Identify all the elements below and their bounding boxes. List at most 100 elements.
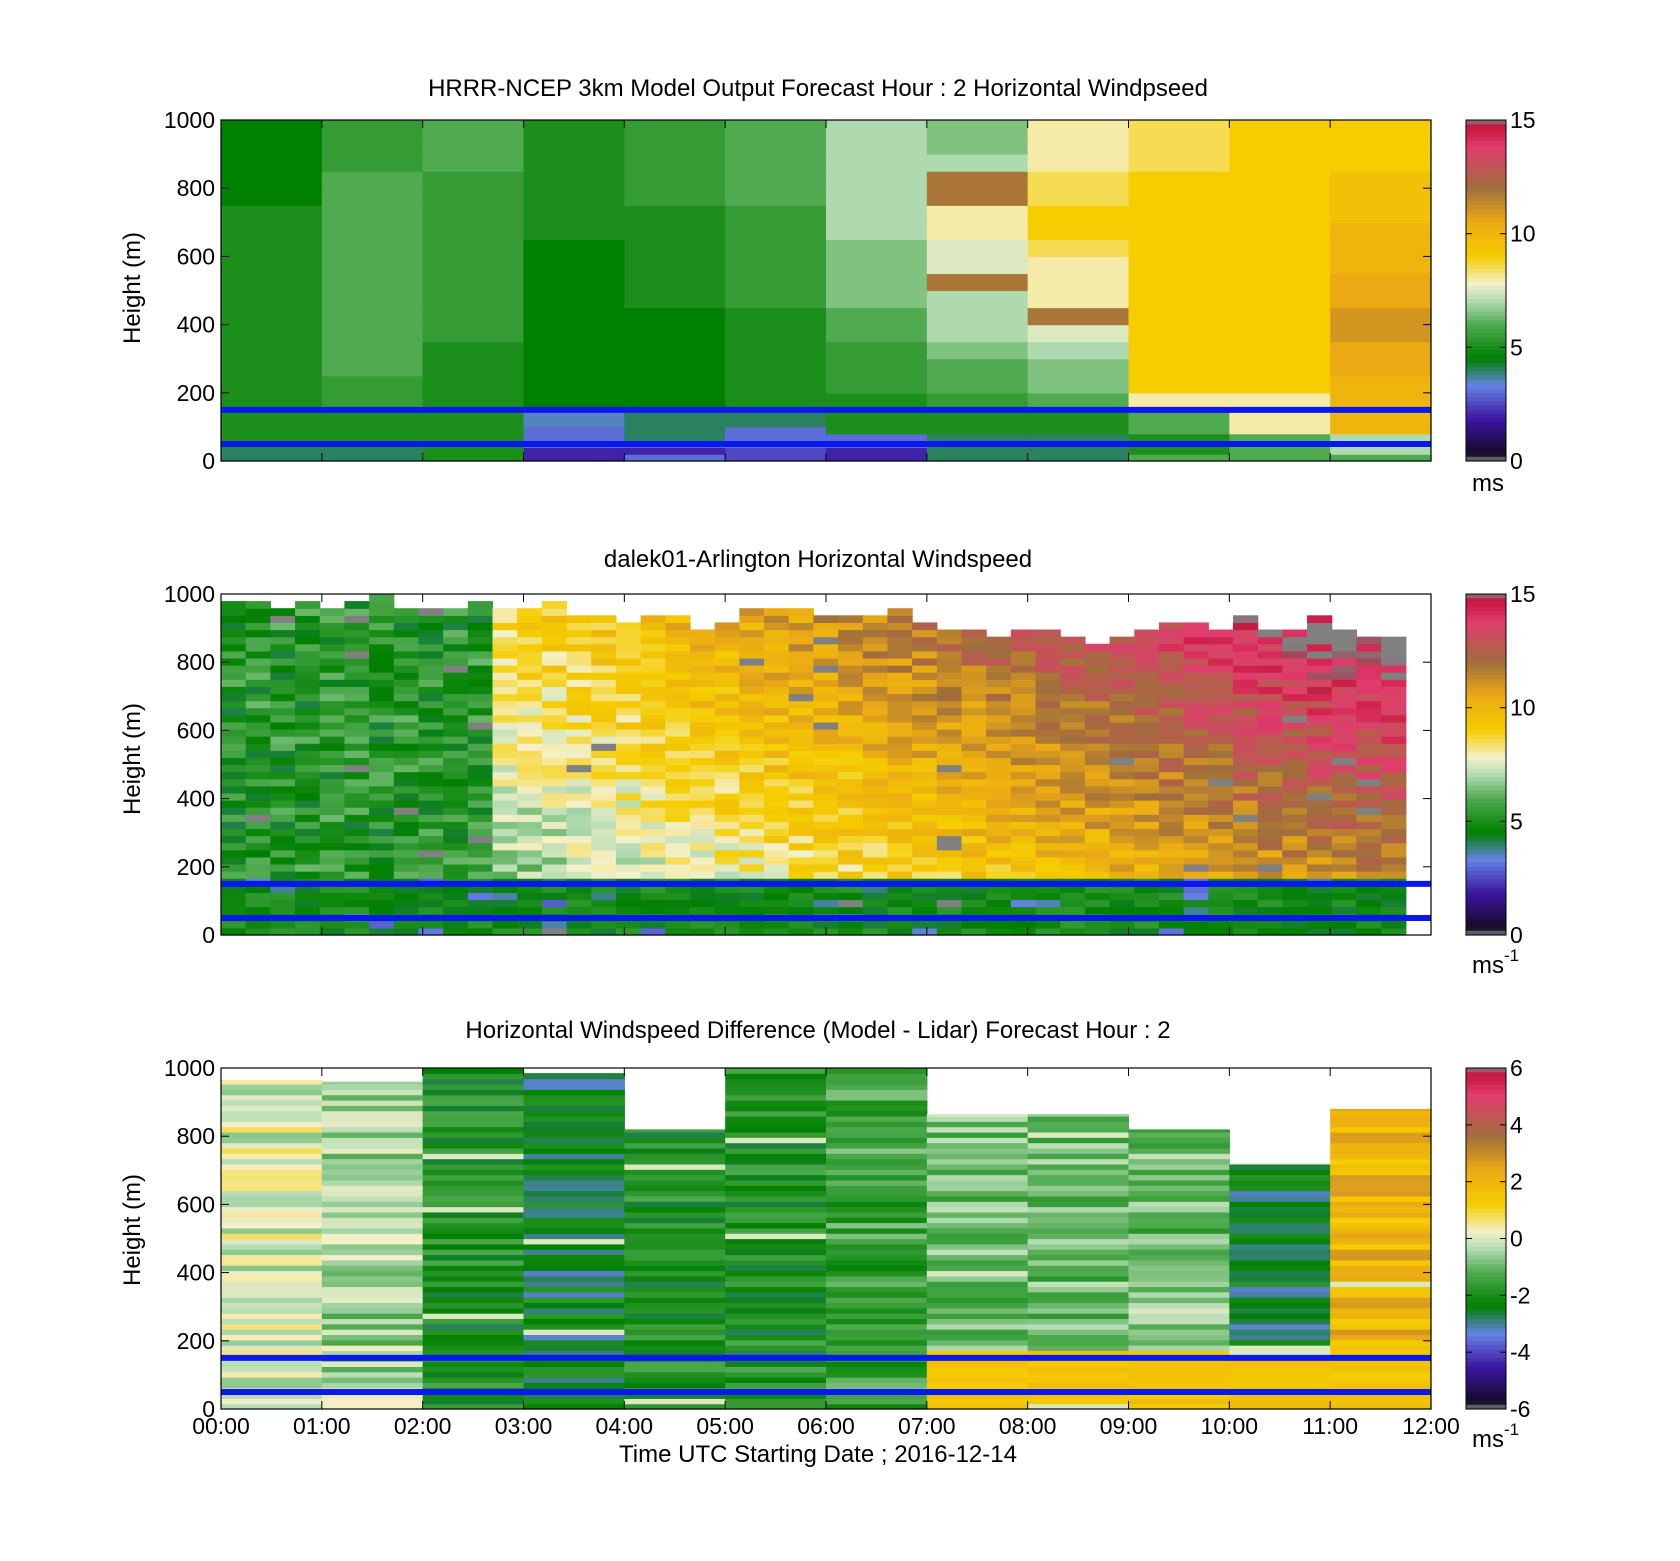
heatmap-cell [1330, 392, 1432, 411]
heatmap-cell [640, 856, 666, 865]
heatmap-cell [1331, 679, 1358, 687]
heatmap-cell [221, 1137, 323, 1144]
heatmap-cell [1356, 785, 1382, 794]
heatmap-cell [295, 615, 321, 624]
heatmap-cell [986, 679, 1012, 687]
heatmap-cell [1109, 871, 1135, 879]
heatmap-cell [443, 650, 469, 659]
heatmap-cell [1307, 906, 1333, 915]
heatmap-cell [443, 750, 469, 758]
heatmap-cell [221, 1286, 323, 1293]
heatmap-cell [788, 821, 814, 830]
heatmap-cell [523, 290, 625, 309]
heatmap-cell [1109, 899, 1135, 908]
heatmap-cell [369, 672, 395, 680]
heatmap-cell [615, 849, 642, 858]
colorbar-tick-label: -4 [1510, 1339, 1531, 1365]
heatmap-cell [1027, 1153, 1130, 1160]
heatmap-cell [492, 650, 518, 659]
heatmap-cell [422, 1403, 525, 1410]
colorbar-swatch [1466, 149, 1506, 155]
heatmap-cell [624, 205, 726, 223]
heatmap-cell [887, 835, 913, 844]
heatmap-cell [245, 863, 271, 872]
colorbar-swatch [1466, 426, 1506, 432]
heatmap-cell [725, 1233, 827, 1240]
heatmap-cell [640, 700, 666, 709]
heatmap-cell [1128, 1275, 1230, 1282]
heatmap-cell [393, 700, 420, 709]
heatmap-cell [422, 290, 525, 309]
heatmap-cell [369, 906, 395, 915]
heatmap-cell [270, 856, 296, 865]
heatmap-cell [321, 256, 424, 275]
heatmap-cell [1331, 764, 1358, 773]
heatmap-cell [838, 821, 864, 830]
heatmap-cell [986, 686, 1012, 695]
heatmap-cell [665, 736, 691, 744]
heatmap-cell [541, 615, 568, 624]
heatmap-cell [319, 657, 346, 666]
heatmap-cell [591, 693, 617, 702]
heatmap-cell [270, 771, 296, 780]
heatmap-cell [1158, 821, 1185, 830]
heatmap-cell [986, 657, 1012, 666]
heatmap-cell [1134, 785, 1160, 794]
heatmap-cell [566, 686, 592, 695]
heatmap-cell [1229, 1297, 1331, 1304]
heatmap-cell [321, 1185, 424, 1192]
heatmap-cell [1027, 1169, 1130, 1176]
heatmap-cell [936, 856, 963, 865]
heatmap-cell [245, 899, 271, 908]
heatmap-cell [1282, 629, 1308, 638]
heatmap-cell [714, 871, 740, 879]
heatmap-cell [523, 1265, 625, 1272]
heatmap-cell [1233, 828, 1259, 837]
heatmap-cell [523, 1179, 625, 1186]
heatmap-cell [443, 814, 469, 822]
heatmap-cell [1282, 643, 1308, 652]
heatmap-cell [926, 409, 1029, 428]
heatmap-cell [321, 1190, 424, 1197]
heatmap-cell [221, 785, 247, 794]
heatmap-cell [624, 1185, 726, 1192]
colorbar-unit: ms [1472, 470, 1504, 497]
colorbar-swatch [1466, 628, 1506, 633]
heatmap-cell [838, 849, 864, 858]
colorbar-swatch [1466, 807, 1506, 812]
heatmap-cell [221, 120, 323, 138]
heatmap-cell [926, 137, 1029, 155]
heatmap-cell [1035, 736, 1061, 744]
heatmap-cell [739, 892, 765, 901]
heatmap-cell [1109, 714, 1135, 723]
heatmap-cell [986, 672, 1012, 680]
heatmap-cell [1128, 256, 1230, 275]
heatmap-cell [689, 828, 716, 837]
heatmap-cell [443, 615, 469, 624]
heatmap-cell [591, 835, 617, 844]
heatmap-cell [1128, 1350, 1230, 1357]
heatmap-cell [321, 1302, 424, 1309]
heatmap-cell [862, 757, 889, 766]
heatmap-cell [640, 721, 666, 730]
heatmap-cell [1010, 920, 1037, 929]
heatmap-cell [422, 1323, 525, 1330]
heatmap-cell [443, 764, 469, 773]
heatmap-cell [517, 927, 543, 936]
heatmap-cell [1356, 743, 1382, 751]
heatmap-cell [467, 842, 494, 851]
heatmap-cell [1084, 871, 1111, 879]
heatmap-cell [714, 842, 740, 851]
heatmap-cell [591, 906, 617, 915]
heatmap-cell [523, 1345, 625, 1351]
heatmap-cell [725, 1179, 827, 1186]
heatmap-cell [764, 650, 790, 659]
heatmap-cell [422, 154, 525, 172]
heatmap-cell [764, 743, 790, 751]
heatmap-cell [1208, 657, 1234, 666]
heatmap-cell [961, 743, 987, 751]
colorbar-swatch [1466, 1255, 1506, 1261]
heatmap-cell [936, 778, 963, 787]
colorbar-unit-exponent: -1 [1504, 946, 1519, 965]
heatmap-cell [295, 899, 321, 908]
